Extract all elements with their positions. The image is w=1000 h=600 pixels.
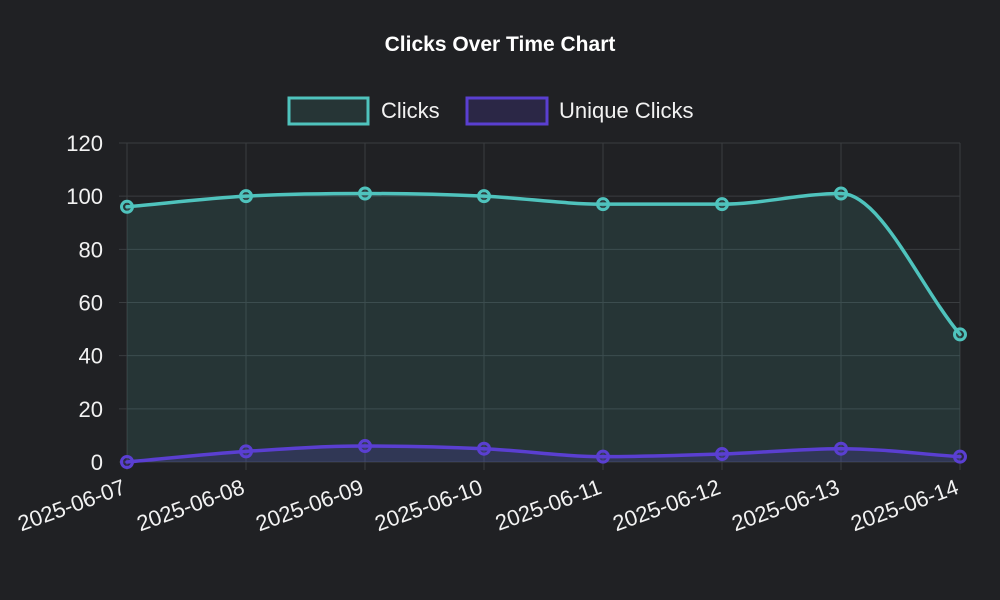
y-tick-label: 100 bbox=[66, 184, 103, 209]
data-point-unique-clicks[interactable] bbox=[120, 455, 134, 469]
series-layer bbox=[125, 191, 962, 464]
data-point-unique-clicks[interactable] bbox=[834, 441, 848, 456]
y-tick-label: 60 bbox=[79, 291, 103, 316]
x-tick-label: 2025-06-14 bbox=[847, 474, 961, 536]
chart-title: Clicks Over Time Chart bbox=[385, 33, 616, 56]
x-tick-label: 2025-06-11 bbox=[492, 474, 605, 535]
x-tick-label: 2025-06-13 bbox=[728, 474, 842, 536]
y-tick-label: 80 bbox=[79, 237, 103, 262]
legend: Clicks Unique Clicks bbox=[287, 96, 694, 126]
legend-label-clicks: Clicks bbox=[381, 98, 440, 123]
series-line-unique-clicks bbox=[125, 444, 962, 464]
series-area-clicks bbox=[127, 193, 960, 462]
y-tick-label: 0 bbox=[91, 450, 103, 475]
data-point-clicks[interactable] bbox=[834, 186, 848, 201]
x-tick-label: 2025-06-10 bbox=[371, 474, 485, 536]
data-point-unique-clicks[interactable] bbox=[715, 447, 729, 462]
points-layer bbox=[120, 186, 967, 469]
legend-swatch-unique-clicks bbox=[465, 96, 549, 126]
data-point-unique-clicks[interactable] bbox=[953, 449, 967, 464]
data-point-clicks[interactable] bbox=[715, 197, 729, 212]
data-point-unique-clicks[interactable] bbox=[596, 449, 610, 464]
data-point-clicks[interactable] bbox=[120, 199, 134, 214]
legend-swatch-clicks bbox=[287, 96, 370, 126]
x-tick-label: 2025-06-09 bbox=[252, 474, 366, 536]
y-tick-label: 120 bbox=[66, 131, 103, 156]
series-line-clicks bbox=[125, 191, 962, 337]
legend-item-unique-clicks[interactable]: Unique Clicks bbox=[465, 96, 694, 126]
data-point-clicks[interactable] bbox=[596, 197, 610, 212]
data-point-unique-clicks[interactable] bbox=[477, 441, 491, 456]
data-point-clicks[interactable] bbox=[477, 189, 491, 204]
data-point-unique-clicks[interactable] bbox=[358, 439, 372, 454]
legend-label-unique-clicks: Unique Clicks bbox=[559, 98, 694, 123]
legend-item-clicks[interactable]: Clicks bbox=[287, 96, 440, 126]
data-point-clicks[interactable] bbox=[953, 327, 967, 342]
data-point-clicks[interactable] bbox=[358, 186, 372, 201]
data-point-unique-clicks[interactable] bbox=[239, 444, 253, 459]
x-tick-label: 2025-06-07 bbox=[14, 474, 128, 536]
y-tick-label: 20 bbox=[79, 397, 103, 422]
x-tick-label: 2025-06-08 bbox=[133, 474, 247, 536]
x-tick-label: 2025-06-12 bbox=[609, 474, 723, 536]
y-tick-label: 40 bbox=[79, 344, 103, 369]
data-point-clicks[interactable] bbox=[239, 189, 253, 204]
